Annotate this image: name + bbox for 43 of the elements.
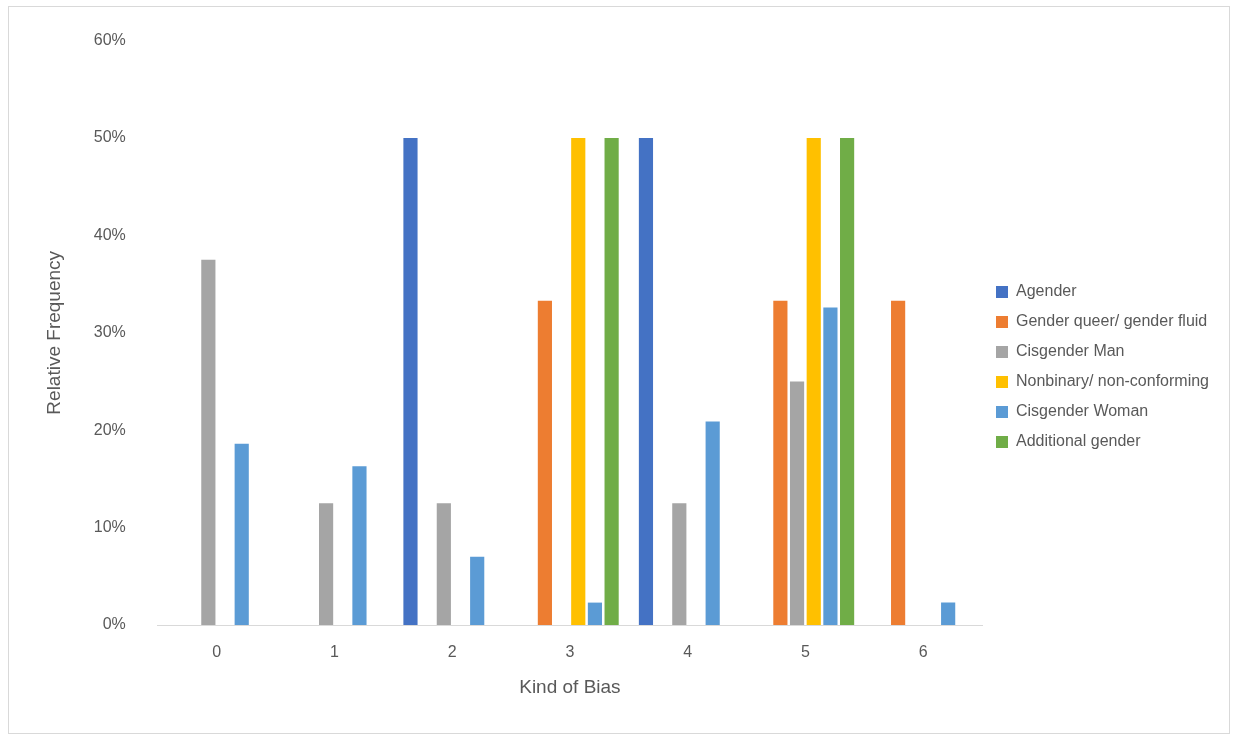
legend-label: Additional gender [1016,432,1142,450]
x-tick-label: 2 [447,643,457,661]
bar [319,503,334,625]
y-tick-label: 50% [93,128,126,146]
bar [470,556,485,625]
y-tick-label: 0% [102,615,126,633]
x-tick-label: 3 [565,643,575,661]
bar [823,307,838,625]
legend-label: Cisgender Woman [1016,402,1149,420]
bar [571,138,586,625]
bar [789,381,805,625]
bar [672,503,687,625]
bar [587,602,603,625]
bar [638,138,654,625]
bar [941,602,956,625]
bar [537,300,552,625]
bar [201,259,216,625]
legend-label: Nonbinary/ non-conforming [1016,372,1210,390]
x-tick-label: 1 [329,643,339,661]
bar [705,421,720,625]
bar [891,300,906,625]
bar [773,300,788,625]
y-tick-label: 30% [93,323,126,341]
bar [352,466,367,625]
y-tick-label: 10% [93,518,126,536]
y-tick-label: 20% [93,420,126,438]
bar [806,138,821,625]
bar [403,138,418,625]
x-tick-label: 5 [800,643,810,661]
x-tick-label: 6 [918,643,928,661]
bar [604,138,619,625]
legend-label: Gender queer/ gender fluid [1016,312,1208,330]
bar [234,443,249,625]
legend-label: Cisgender Man [1016,342,1125,360]
x-tick-label: 0 [212,643,222,661]
bar [436,503,451,625]
y-tick-label: 60% [93,31,126,49]
x-tick-label: 4 [683,643,693,661]
y-tick-label: 40% [93,225,126,243]
y-axis-title: Relative Frequency [42,250,64,415]
legend-label: Agender [1016,282,1078,300]
bar [840,138,855,625]
x-axis-title: Kind of Bias [519,675,621,697]
